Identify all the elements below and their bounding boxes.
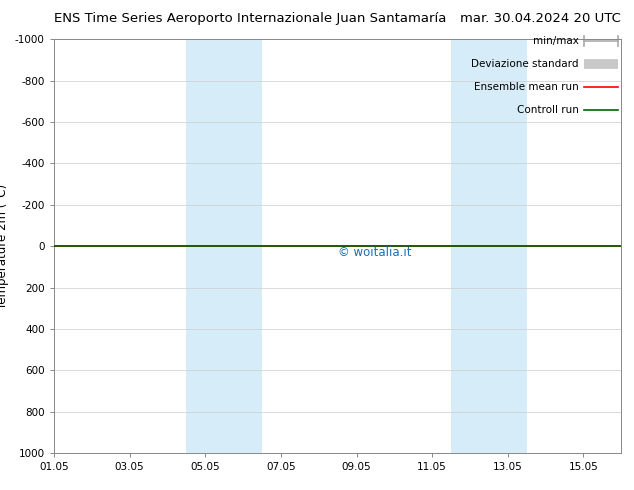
Point (87, 244, 95, 249)
Text: min/max: min/max (533, 36, 579, 46)
Point (87, 244, 95, 249)
Bar (451, 39, 527, 453)
Point (86, 244, 93, 249)
Point (87, 244, 95, 249)
Bar (186, 39, 262, 453)
Point (86, 244, 93, 249)
Text: mar. 30.04.2024 20 UTC: mar. 30.04.2024 20 UTC (460, 12, 621, 25)
Text: © woitalia.it: © woitalia.it (337, 246, 411, 259)
Point (87, 244, 95, 249)
Text: ENS Time Series Aeroporto Internazionale Juan Santamaría: ENS Time Series Aeroporto Internazionale… (54, 12, 446, 25)
Point (86, 244, 93, 249)
Point (86, 244, 93, 249)
Point (87, 244, 95, 249)
Text: Ensemble mean run: Ensemble mean run (474, 82, 579, 92)
Point (87, 244, 95, 249)
Text: Controll run: Controll run (517, 104, 579, 115)
Y-axis label: Temperature 2m (°C): Temperature 2m (°C) (0, 184, 10, 309)
Point (86, 244, 93, 249)
Point (86, 244, 93, 249)
Text: Deviazione standard: Deviazione standard (471, 59, 579, 69)
